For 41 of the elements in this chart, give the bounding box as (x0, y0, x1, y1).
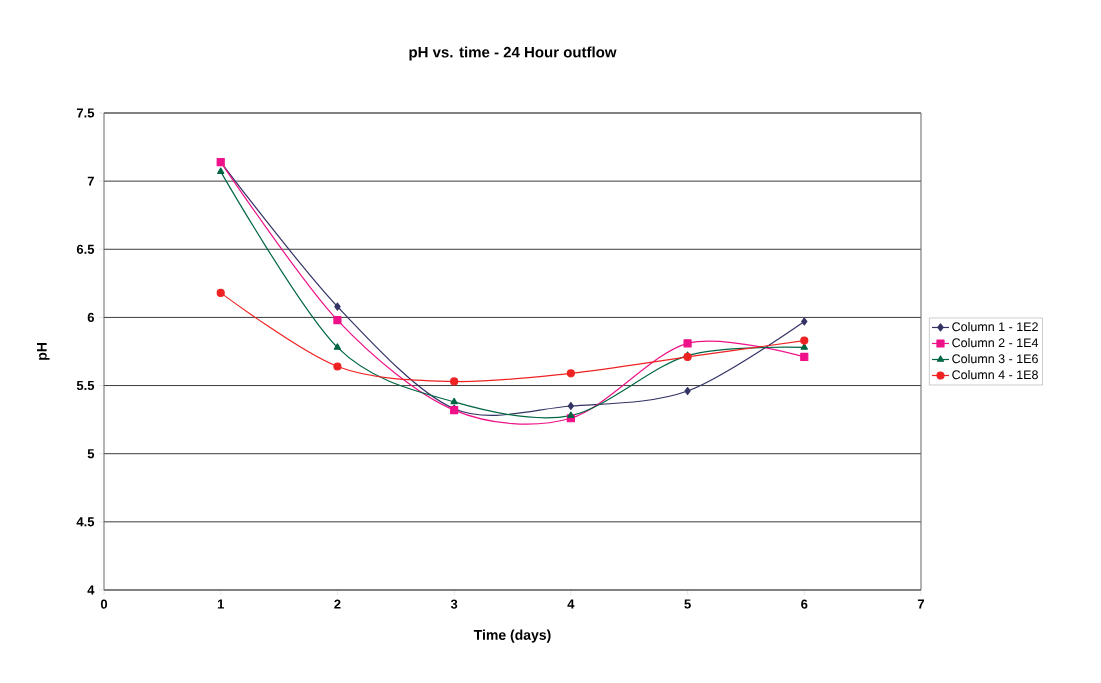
y-tick-label: 7.5 (76, 108, 95, 118)
point (567, 411, 575, 418)
point (450, 397, 458, 405)
x-tick-label: 2 (334, 599, 341, 609)
legend-label: Column 1 - 1E2 (952, 321, 1038, 332)
point (683, 339, 692, 348)
y-tick-label: 7 (87, 176, 94, 186)
point (333, 316, 342, 325)
point (566, 369, 575, 378)
x-axis-title: Time (days) (473, 629, 551, 643)
x-tick-label: 5 (684, 599, 691, 609)
point (801, 317, 808, 326)
x-tick-label: 1 (217, 599, 224, 609)
y-tick-label: 6 (87, 312, 95, 323)
legend-label: Column 4 - 1E8 (952, 369, 1038, 380)
y-tick-label: 5 (87, 449, 95, 459)
x-tick-label: 3 (450, 599, 458, 609)
y-tick-label: 5.5 (76, 381, 95, 391)
y-tick-label: 6.5 (76, 244, 95, 254)
y-tick-label: 4.5 (76, 517, 95, 527)
legend-label: Column 3 - 1E6 (952, 353, 1038, 364)
point (684, 386, 691, 396)
x-tick-label: 6 (801, 599, 808, 609)
legend-label: Column 2 - 1E4 (952, 337, 1039, 348)
point (800, 336, 809, 345)
x-tick-label: 0 (100, 599, 108, 609)
x-tick-label: 7 (917, 599, 925, 609)
x-tick-label: 4 (567, 599, 575, 609)
point (800, 343, 808, 350)
y-axis-title: pH (37, 343, 50, 360)
point (567, 401, 575, 411)
point (216, 288, 225, 297)
y-tick-label: 4 (87, 585, 95, 595)
point (450, 377, 459, 386)
point (334, 302, 341, 311)
point (333, 343, 342, 350)
point (333, 362, 342, 371)
point (217, 167, 225, 174)
chart-title: pH vs. time - 24 Hour outflow (409, 46, 617, 61)
point (683, 352, 692, 362)
point (800, 352, 809, 362)
